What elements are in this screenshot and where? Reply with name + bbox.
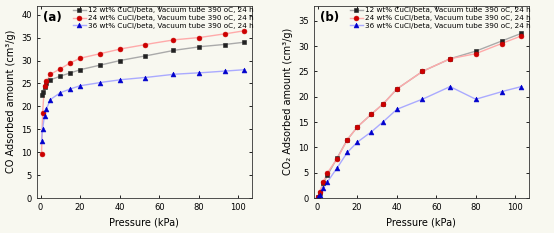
Legend: 12 wt% CuCl/beta, Vacuum tube 390 oC, 24 h, 24 wt% CuCl/beta, Vacuum tube 390 oC: 12 wt% CuCl/beta, Vacuum tube 390 oC, 24… (350, 7, 531, 29)
Y-axis label: CO₂ Adsorbed amount (cm³/g): CO₂ Adsorbed amount (cm³/g) (283, 28, 293, 175)
Legend: 12 wt% CuCl/beta, Vacuum tube 390 oC, 24 h, 24 wt% CuCl/beta, Vacuum tube 390 oC: 12 wt% CuCl/beta, Vacuum tube 390 oC, 24… (73, 7, 254, 29)
X-axis label: Pressure (kPa): Pressure (kPa) (110, 217, 179, 227)
X-axis label: Pressure (kPa): Pressure (kPa) (387, 217, 456, 227)
Text: (b): (b) (320, 11, 339, 24)
Y-axis label: CO Adsorbed amount (cm³/g): CO Adsorbed amount (cm³/g) (6, 30, 16, 174)
Text: (a): (a) (43, 11, 62, 24)
